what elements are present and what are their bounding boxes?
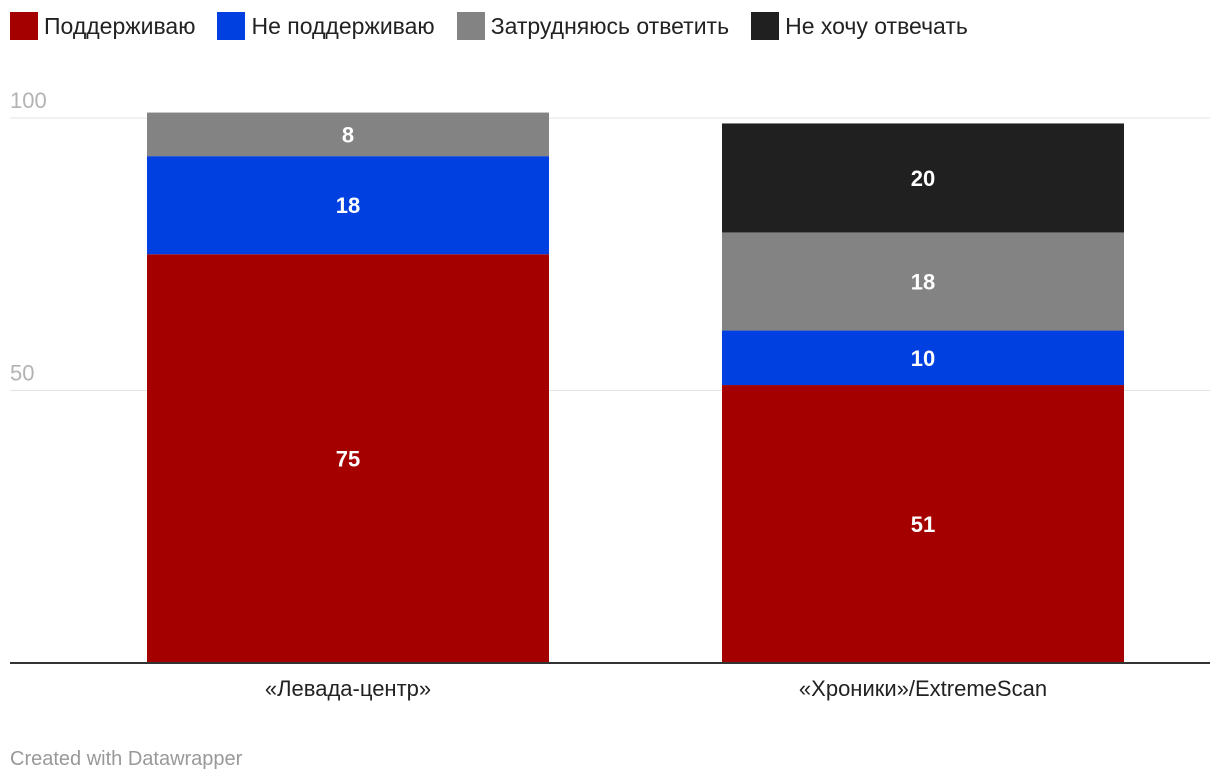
bar-data-label: 10 bbox=[911, 346, 935, 371]
bar-segment bbox=[722, 330, 1124, 386]
bar-data-label: 18 bbox=[911, 270, 935, 295]
bar-segment bbox=[147, 156, 549, 255]
bar-data-label: 51 bbox=[911, 512, 935, 537]
legend-swatch bbox=[751, 12, 780, 40]
datawrapper-credit: Created with Datawrapper bbox=[10, 748, 243, 770]
y-tick-label: 50 bbox=[10, 361, 34, 386]
legend-label: Не хочу отвечать bbox=[785, 12, 968, 39]
legend-swatch bbox=[456, 12, 485, 40]
x-category-label: «Левада-центр» bbox=[265, 676, 431, 701]
bar-segment bbox=[722, 123, 1124, 233]
bar-data-label: 18 bbox=[336, 193, 360, 218]
legend-item-support: Поддерживаю bbox=[10, 12, 195, 40]
legend-swatch bbox=[10, 12, 38, 40]
bar-segment bbox=[147, 254, 549, 663]
bar-segment bbox=[722, 385, 1124, 663]
bar-segment bbox=[722, 232, 1124, 331]
y-tick-label: 100 bbox=[10, 88, 47, 113]
chart-legend: Поддерживаю Не поддерживаю Затрудняюсь о… bbox=[10, 12, 990, 40]
legend-label: Поддерживаю bbox=[44, 12, 196, 39]
x-category-label: «Хроники»/ExtremeScan bbox=[799, 676, 1047, 701]
bar-data-label: 75 bbox=[336, 447, 360, 472]
legend-label: Не поддерживаю bbox=[251, 12, 435, 39]
bar-data-label: 20 bbox=[911, 166, 935, 191]
bar-segment bbox=[147, 112, 549, 157]
bar-data-label: 8 bbox=[342, 122, 354, 147]
legend-label: Затрудняюсь ответить bbox=[490, 12, 730, 39]
legend-swatch bbox=[217, 12, 246, 40]
legend-item-undecided: Затрудняюсь ответить bbox=[456, 12, 730, 40]
legend-item-no-answer: Не хочу отвечать bbox=[751, 12, 968, 40]
legend-item-oppose: Не поддерживаю bbox=[217, 12, 435, 40]
